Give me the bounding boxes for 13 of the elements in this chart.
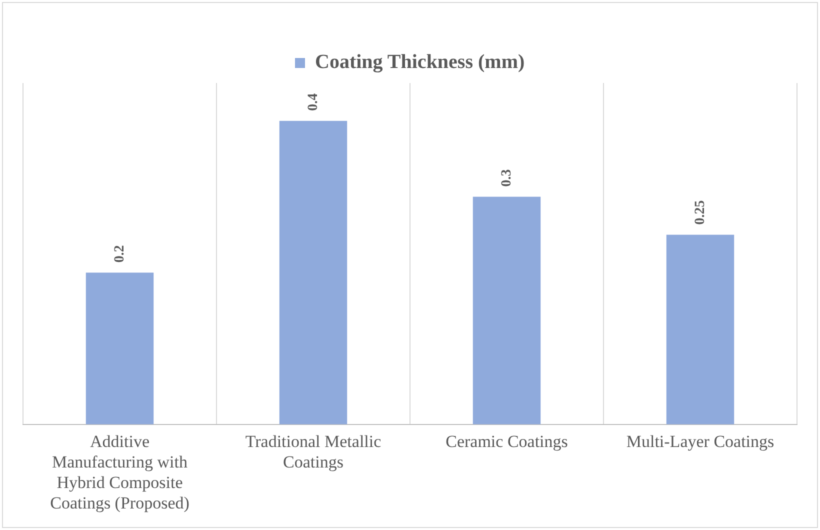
data-label: 0.2 (112, 245, 128, 263)
x-tick-label: Traditional Metallic Coatings (245, 432, 382, 472)
data-label: 0.3 (499, 169, 514, 187)
bar (279, 120, 348, 424)
bar (472, 196, 541, 424)
data-label: 0.4 (306, 93, 321, 111)
x-tick-label: Ceramic Coatings (446, 432, 568, 452)
bar (86, 272, 154, 424)
data-label: 0.25 (692, 200, 708, 225)
x-tick-label: Multi-Layer Coatings (626, 432, 774, 452)
bar (666, 234, 734, 424)
x-tick-label: Additive Manufacturing with Hybrid Composite Coatings (Proposed) (50, 432, 190, 512)
legend-label: Coating Thickness (mm) (314, 51, 525, 74)
